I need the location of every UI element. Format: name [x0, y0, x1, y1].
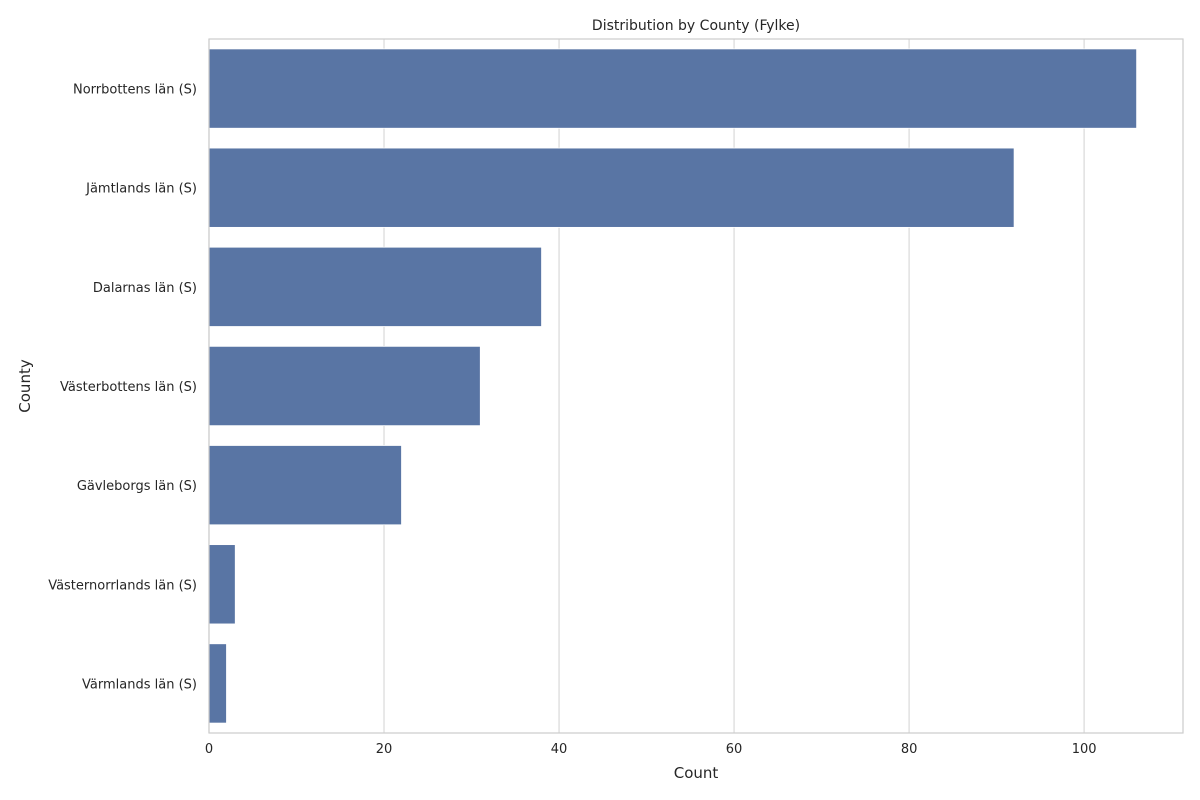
y-tick-label: Västerbottens län (S) — [60, 380, 197, 395]
y-tick-label: Jämtlands län (S) — [85, 182, 197, 197]
bar — [208, 246, 542, 327]
x-tick-label: 0 — [205, 742, 213, 757]
bar-layer — [208, 48, 1138, 724]
x-tick-label: 80 — [901, 742, 918, 757]
plot-frame — [208, 38, 1184, 734]
bar — [208, 345, 481, 427]
y-tick-label: Gävleborgs län (S) — [77, 479, 197, 494]
y-tick-label: Västernorrlands län (S) — [48, 578, 197, 593]
bar — [208, 643, 227, 724]
x-tick-label: 20 — [376, 742, 393, 757]
y-tick-label: Värmlands län (S) — [82, 677, 197, 692]
bar — [208, 48, 1138, 129]
chart-title: Distribution by County (Fylke) — [592, 18, 800, 34]
bar — [208, 147, 1015, 228]
bar — [208, 445, 402, 526]
x-axis-label: Count — [674, 764, 719, 782]
x-tick-label: 40 — [551, 742, 568, 757]
y-tick-label: Dalarnas län (S) — [93, 281, 197, 296]
y-tick-label: Norrbottens län (S) — [73, 83, 197, 98]
x-tick-labels: 0 20 40 60 80 100 — [205, 742, 1097, 757]
y-tick-labels: Norrbottens län (S) Jämtlands län (S) Dala… — [48, 83, 197, 693]
bar — [208, 544, 236, 625]
x-tick-label: 100 — [1072, 742, 1097, 757]
y-axis-label: County — [16, 359, 34, 413]
x-tick-label: 60 — [726, 742, 743, 757]
